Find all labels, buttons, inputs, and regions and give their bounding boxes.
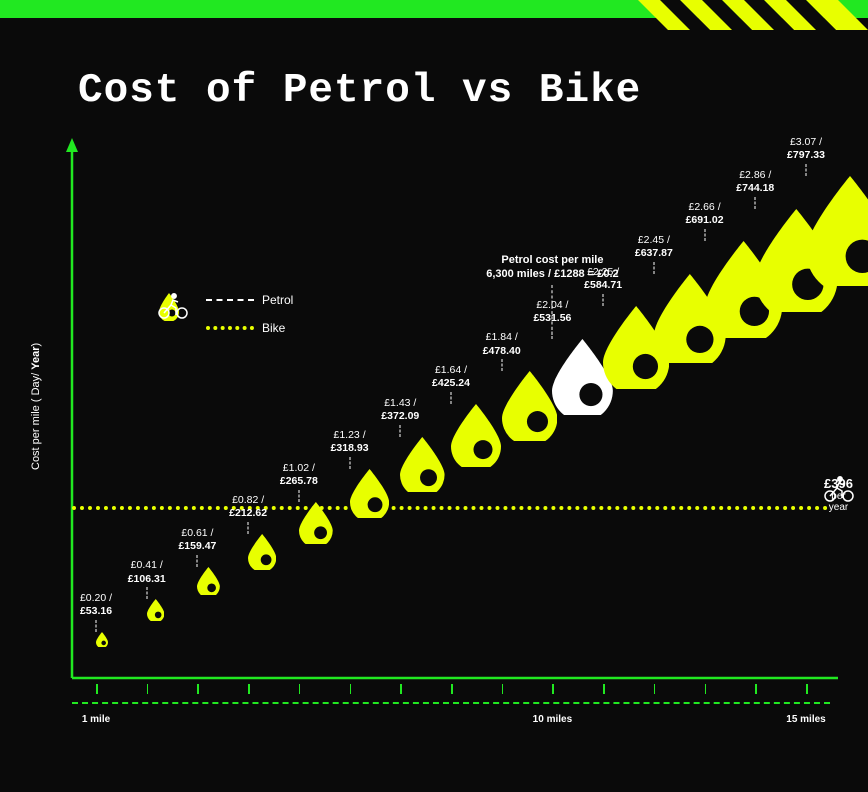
drop-stem bbox=[197, 555, 198, 567]
drop-stem bbox=[400, 425, 401, 437]
x-tick bbox=[451, 684, 453, 694]
drop-stem bbox=[653, 262, 654, 274]
x-axis-label: 15 miles bbox=[786, 714, 825, 725]
x-tick bbox=[147, 684, 149, 694]
x-tick bbox=[603, 684, 605, 694]
drop-label: £0.61 /£159.47 bbox=[178, 527, 216, 553]
x-tick bbox=[350, 684, 352, 694]
chart-title: Cost of Petrol vs Bike bbox=[78, 68, 641, 114]
drop-stem bbox=[96, 620, 97, 632]
drops-container: £0.20 /£53.16 £0.41 /£106.31 £0.61 /£159… bbox=[58, 138, 853, 718]
drop-stem bbox=[704, 229, 705, 241]
x-tick bbox=[806, 684, 808, 694]
drop-label: £2.86 /£744.18 bbox=[736, 169, 774, 195]
x-axis-label: 10 miles bbox=[533, 714, 572, 725]
x-tick bbox=[755, 684, 757, 694]
drop-label: £0.82 /£212.62 bbox=[229, 494, 267, 520]
x-tick bbox=[552, 684, 554, 694]
drop-stem bbox=[603, 294, 604, 306]
y-label-sep: / bbox=[30, 370, 42, 376]
drop-label: £1.02 /£265.78 bbox=[280, 462, 318, 488]
x-tick bbox=[197, 684, 199, 694]
drop-stem bbox=[806, 164, 807, 176]
y-label-prefix: Cost per mile ( bbox=[30, 395, 42, 470]
drop-label: £2.45 /£637.87 bbox=[635, 234, 673, 260]
x-tick bbox=[248, 684, 250, 694]
drop-label: £1.43 /£372.09 bbox=[381, 397, 419, 423]
drop-label: £1.64 /£425.24 bbox=[432, 364, 470, 390]
drop-label: £2.66 /£691.02 bbox=[686, 201, 724, 227]
drop-stem bbox=[349, 457, 350, 469]
drop-label: £3.07 /£797.33 bbox=[787, 136, 825, 162]
y-label-year: Year bbox=[30, 346, 42, 369]
x-tick bbox=[705, 684, 707, 694]
drop-label: £0.41 /£106.31 bbox=[128, 559, 166, 585]
drop-stem bbox=[501, 359, 502, 371]
x-axis-dash bbox=[72, 702, 830, 704]
x-tick bbox=[502, 684, 504, 694]
y-label-day: Day bbox=[30, 376, 42, 396]
drop-label: £1.84 /£478.40 bbox=[483, 331, 521, 357]
drop-stem bbox=[755, 197, 756, 209]
chart-area: Petrol Bike £396 per year Petrol cost pe… bbox=[58, 138, 853, 718]
y-axis-label: Cost per mile ( Day/ Year) bbox=[30, 343, 42, 470]
y-label-suffix: ) bbox=[30, 343, 42, 347]
x-tick bbox=[299, 684, 301, 694]
x-axis-ticks bbox=[72, 684, 830, 704]
drop-label: £1.23 /£318.93 bbox=[331, 429, 369, 455]
chevron-decoration bbox=[608, 0, 868, 60]
drop-stem bbox=[146, 587, 147, 599]
drop-label: £2.25 /£584.71 bbox=[584, 266, 622, 292]
x-tick bbox=[96, 684, 98, 694]
x-tick bbox=[400, 684, 402, 694]
callout-stem bbox=[552, 285, 553, 335]
drop-stem bbox=[451, 392, 452, 404]
drop-stem bbox=[248, 522, 249, 534]
drop-stem bbox=[298, 490, 299, 502]
x-axis-label: 1 mile bbox=[82, 714, 110, 725]
drop-label: £0.20 /£53.16 bbox=[80, 592, 112, 618]
x-tick bbox=[654, 684, 656, 694]
